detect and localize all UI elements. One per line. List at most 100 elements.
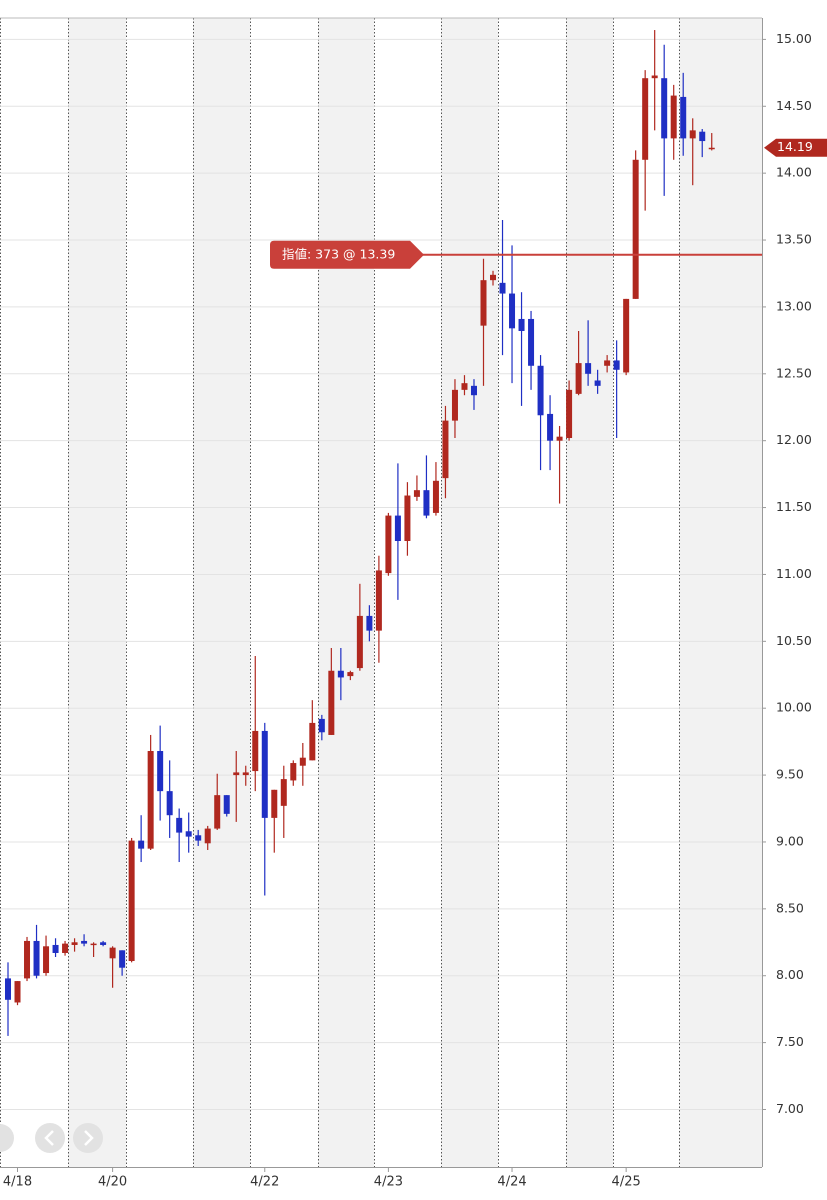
- y-tick-label: 12.50: [776, 365, 812, 380]
- candle-body: [366, 615, 373, 631]
- candle-body: [680, 96, 687, 139]
- y-tick-label: 7.00: [776, 1101, 804, 1116]
- candle-body: [413, 490, 420, 497]
- candle-body: [166, 791, 173, 816]
- overlay: 指値: 373 @ 13.39 14.19: [270, 138, 827, 269]
- candle-body: [290, 763, 297, 781]
- candle-body: [43, 946, 50, 974]
- candle-body: [594, 380, 601, 386]
- candle-body: [252, 730, 259, 772]
- candle-body: [347, 672, 354, 677]
- session-band: [441, 18, 498, 1167]
- candle-body: [518, 318, 525, 331]
- candle-body: [261, 730, 268, 818]
- candle-body: [128, 840, 135, 962]
- y-tick-label: 13.00: [776, 298, 812, 313]
- candle-body: [157, 751, 164, 792]
- candle-body: [119, 950, 126, 968]
- y-tick-label: 11.50: [776, 499, 812, 514]
- candle-body: [689, 130, 696, 139]
- candle-body: [299, 757, 306, 766]
- candle-body: [623, 298, 630, 373]
- candle-body: [233, 772, 240, 776]
- x-tick-label: 4/23: [374, 1175, 403, 1190]
- candle-body: [318, 718, 325, 733]
- candle-body: [271, 789, 278, 818]
- candle-body: [223, 795, 230, 814]
- candle-body: [62, 943, 69, 953]
- candle-body: [613, 360, 620, 370]
- candle-body: [242, 772, 249, 776]
- candle-body: [204, 828, 211, 844]
- candle-body: [195, 835, 202, 841]
- candle-body: [537, 365, 544, 416]
- candle-body: [470, 385, 477, 396]
- nav-next[interactable]: [73, 1123, 103, 1153]
- y-tick-label: 13.50: [776, 232, 812, 247]
- session-band: [679, 18, 762, 1167]
- x-tick-label: 4/18: [3, 1175, 32, 1190]
- candle-body: [5, 978, 11, 1000]
- candle-body: [71, 942, 78, 945]
- nav-next-icon: [84, 1130, 94, 1146]
- candle-body: [385, 515, 392, 574]
- candle-body: [566, 389, 573, 439]
- candle-body: [309, 722, 316, 761]
- candle-body: [81, 940, 88, 944]
- y-tick-label: 7.50: [776, 1034, 804, 1049]
- candle-body: [442, 420, 449, 479]
- candle-body: [52, 944, 59, 953]
- candle-body: [575, 363, 582, 394]
- candle-body: [100, 942, 107, 945]
- y-tick-label: 10.50: [776, 633, 812, 648]
- candle-body: [556, 436, 563, 441]
- x-tick-label: 4/24: [497, 1175, 526, 1190]
- candle-body: [280, 779, 287, 806]
- y-tick-label: 8.00: [776, 967, 804, 982]
- candle-body: [14, 981, 21, 1003]
- candle-body: [651, 75, 658, 79]
- candle-body: [528, 318, 535, 366]
- candle-body: [138, 840, 145, 849]
- candle-body: [451, 389, 458, 421]
- candle-body: [337, 670, 344, 678]
- candle-body: [642, 78, 649, 160]
- nav-prev[interactable]: [35, 1123, 65, 1153]
- nav-partial: [0, 1124, 14, 1152]
- y-tick-label: 9.50: [776, 767, 804, 782]
- candle-body: [356, 615, 363, 669]
- candle-body: [708, 147, 715, 150]
- candle-body: [604, 360, 611, 366]
- last-price-tag: [764, 138, 827, 157]
- x-tick-label: 4/25: [612, 1175, 641, 1190]
- x-tick-label: 4/22: [250, 1175, 279, 1190]
- order-label: 指値: 373 @ 13.39: [282, 246, 395, 261]
- candle-body: [490, 274, 497, 281]
- order-label-box: [270, 240, 424, 269]
- nav-prev-icon: [44, 1130, 54, 1146]
- candle-body: [509, 293, 516, 329]
- candle-body: [423, 490, 430, 516]
- candle-body: [375, 570, 382, 631]
- y-tick-label: 8.50: [776, 900, 804, 915]
- candle-body: [176, 817, 183, 833]
- candle-body: [185, 831, 192, 837]
- candle-body: [547, 413, 554, 441]
- y-tick-label: 14.00: [776, 165, 812, 180]
- session-band: [318, 18, 374, 1167]
- candle-body: [632, 159, 639, 299]
- candles: [5, 30, 715, 1036]
- candle-body: [404, 495, 411, 542]
- nav-buttons: [0, 1123, 103, 1153]
- y-tick-label: 14.50: [776, 98, 812, 113]
- candle-body: [90, 943, 97, 946]
- last-price-label: 14.19: [777, 139, 813, 154]
- candle-body: [670, 95, 677, 139]
- y-tick-label: 9.00: [776, 833, 804, 848]
- candle-body: [394, 515, 401, 542]
- candle-body: [24, 940, 31, 979]
- session-band: [566, 18, 613, 1167]
- candle-body: [214, 795, 221, 829]
- x-tick-label: 4/20: [98, 1175, 127, 1190]
